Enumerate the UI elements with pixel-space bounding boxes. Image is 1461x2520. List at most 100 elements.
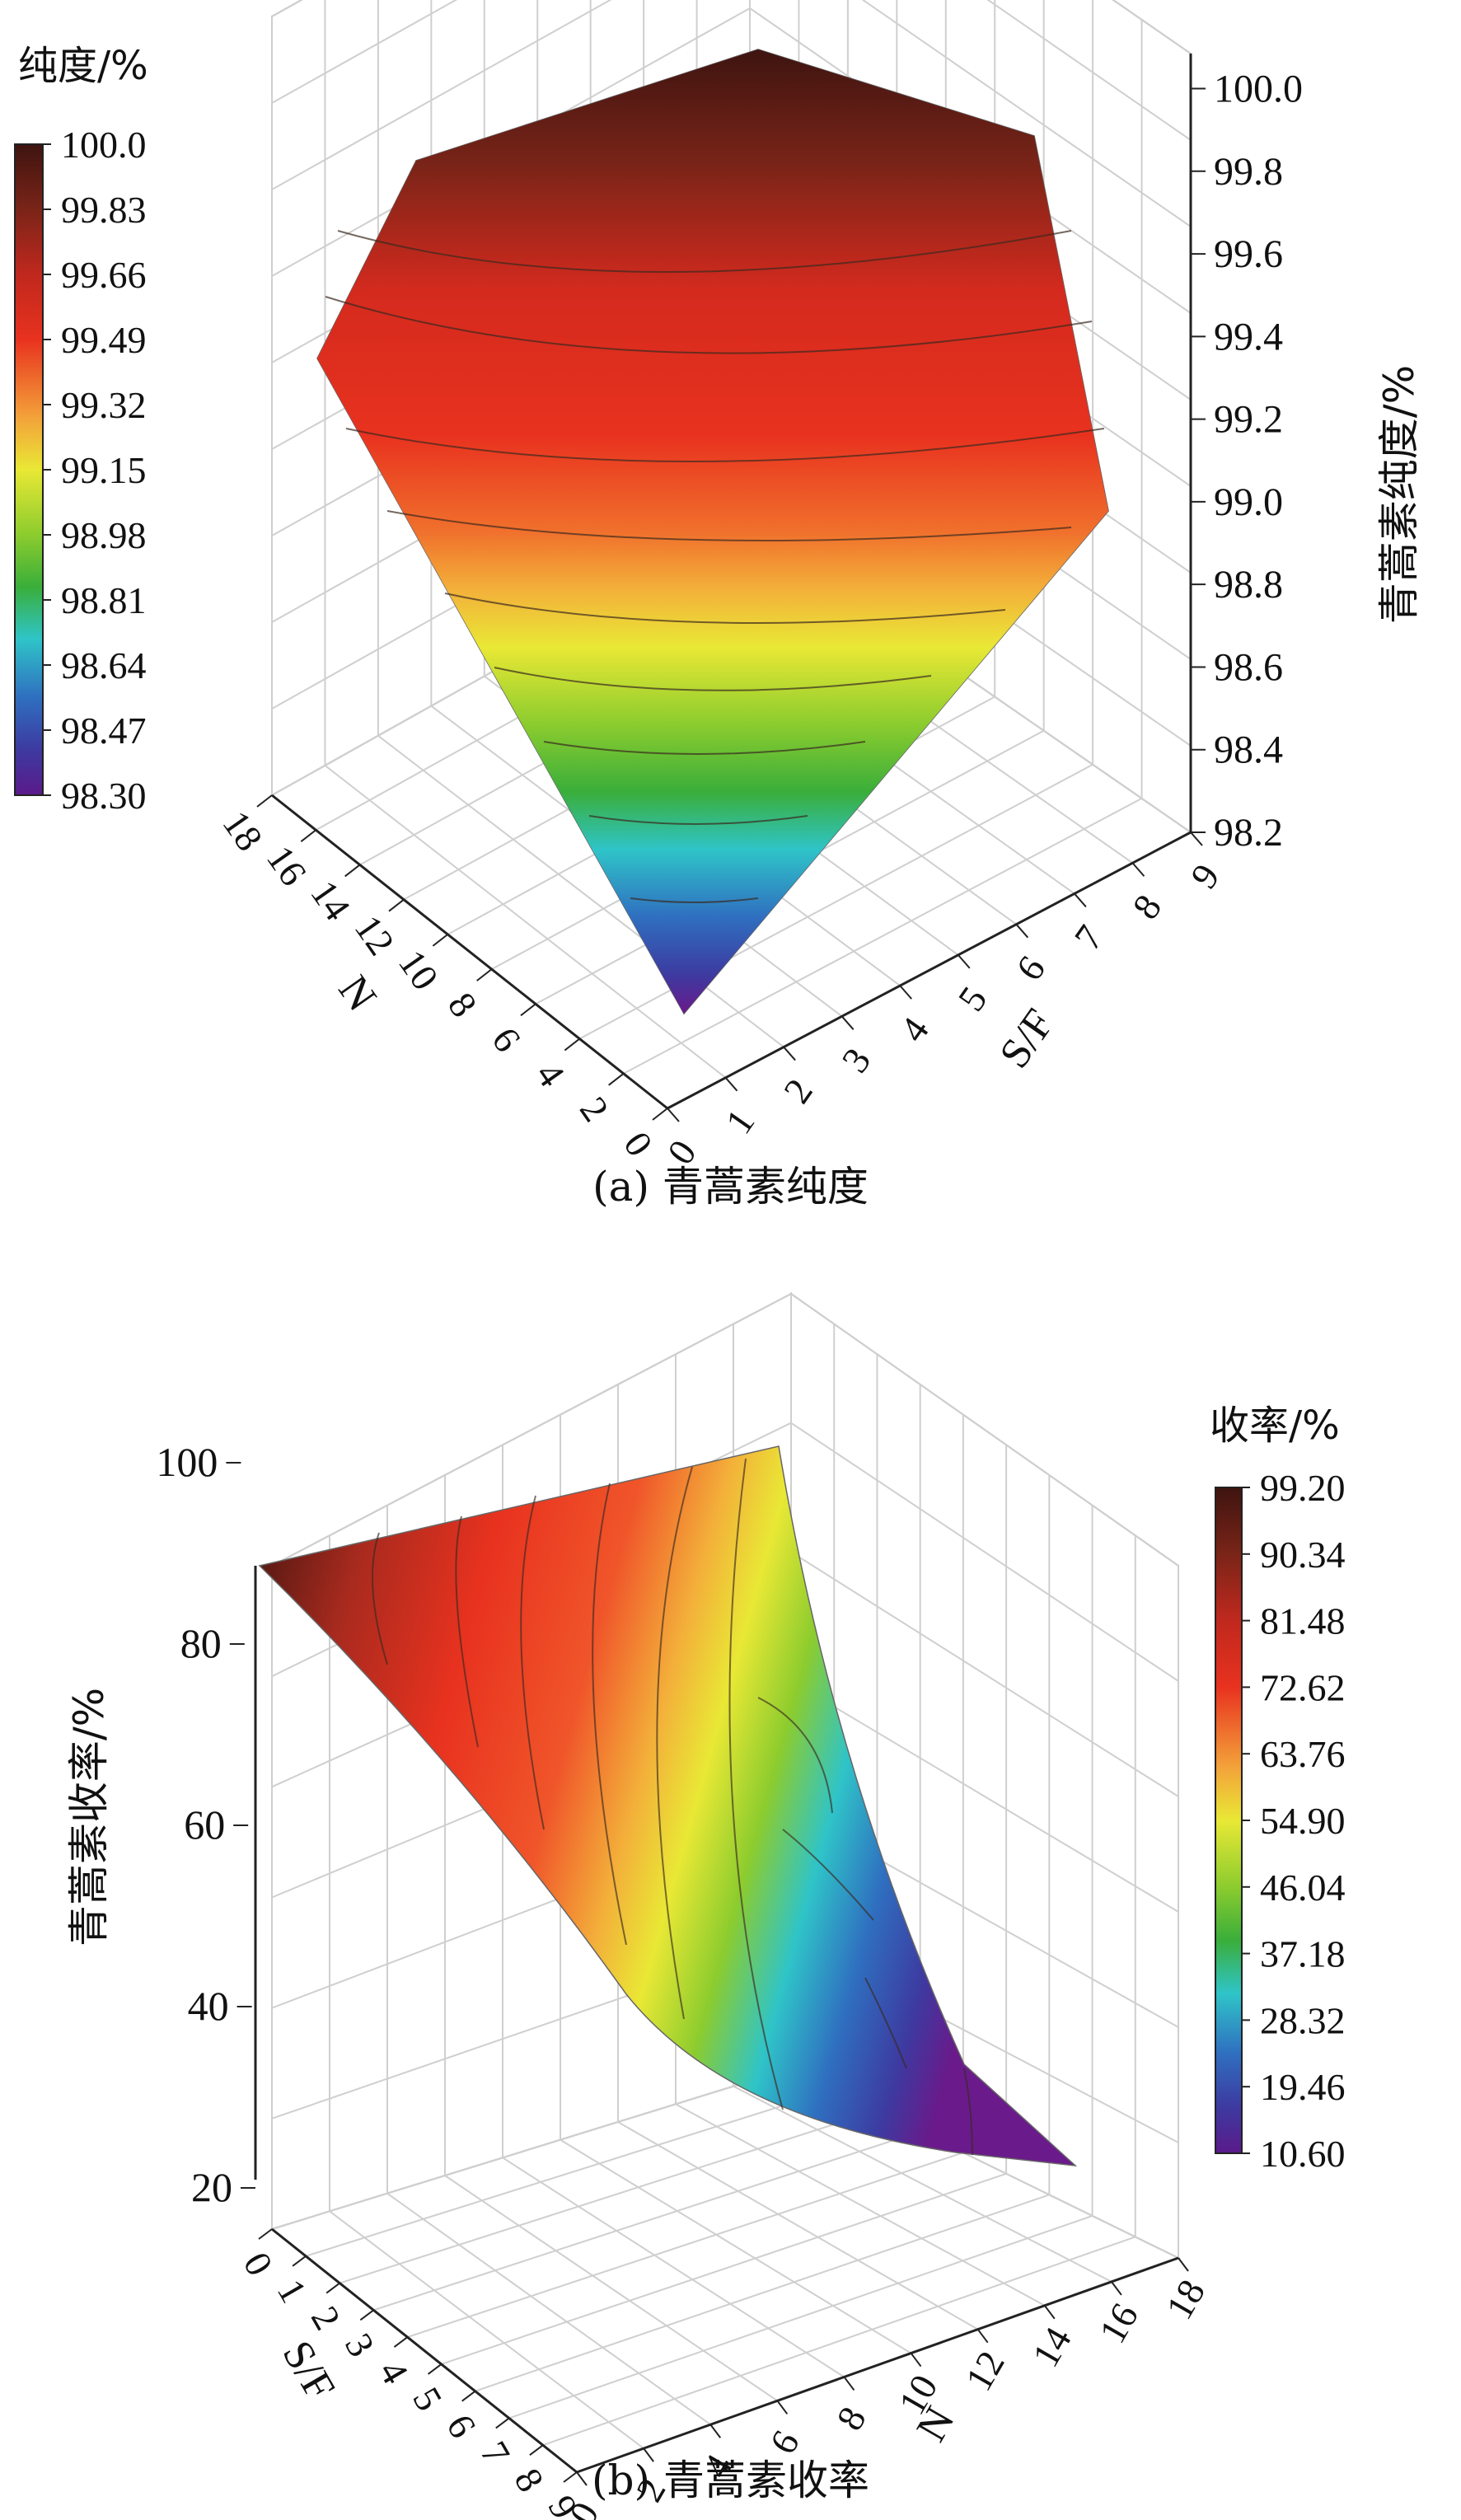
- axis-z-tick-label: 100.0: [1214, 68, 1303, 111]
- wall-grid-z: [790, 1293, 1179, 1567]
- surface-b-contour: [757, 1697, 833, 1814]
- axis-sf-tick-label: 1: [717, 1102, 762, 1141]
- axis-n-tick-label: 12: [958, 2344, 1013, 2397]
- axis-sf-tick-label: 9: [1182, 856, 1228, 896]
- floor-grid-n: [560, 2138, 912, 2354]
- axis-z-tick-label: 98.2: [1214, 811, 1283, 855]
- axis-n-line: [271, 794, 668, 1110]
- colorbar-b-title: 收率/%: [1210, 1403, 1340, 1449]
- axis-z-label: 青蒿素纯度/%: [1375, 365, 1423, 624]
- surface-a-contour: [386, 510, 1072, 541]
- axis-n-tick-label: 14: [302, 873, 358, 928]
- floor-grid-n: [502, 2157, 845, 2378]
- axis-z-tick-label: 40: [188, 1983, 229, 2029]
- surface-a-contour: [325, 296, 1093, 354]
- surface-a-contour: [494, 667, 932, 691]
- floor-grid-n: [329, 2210, 644, 2449]
- colorbar-a-tick-label: 98.81: [61, 579, 147, 621]
- chart-b-surface: [258, 1445, 1078, 2166]
- axis-z-tick-label: 99.6: [1214, 232, 1283, 276]
- colorbar-b-tick-label: 81.48: [1260, 1600, 1346, 1642]
- axis-n-tick-label: 8: [828, 2400, 874, 2437]
- axis-n-tick: [910, 2352, 922, 2368]
- wall-grid-z: [271, 2068, 792, 2230]
- colorbar-a-tick-label: 100.0: [61, 124, 147, 166]
- axis-n-tick: [709, 2424, 722, 2438]
- colorbar-b-tick-label: 19.46: [1260, 2066, 1346, 2108]
- axis-sf-tick-label: 3: [833, 1040, 878, 1080]
- surface-b-contour: [782, 1829, 874, 1921]
- axis-n-tick: [564, 1038, 580, 1052]
- surface-a-contour: [630, 897, 759, 903]
- axis-n-tick: [576, 2471, 588, 2486]
- caption-a: (a) 青蒿素纯度: [592, 1163, 869, 1211]
- colorbar-b-tick-label: 63.76: [1260, 1733, 1346, 1775]
- axis-z-tick-label: 80: [180, 1620, 222, 1666]
- axis-sf-tick: [1015, 924, 1029, 939]
- axis-n-tick-label: 18: [1158, 2273, 1213, 2326]
- axis-sf-tick: [325, 2282, 340, 2294]
- axis-z-tick-label: 100: [156, 1439, 218, 1485]
- axis-sf-tick-label: 1: [269, 2272, 316, 2309]
- surface-a-contour: [337, 230, 1072, 273]
- floor-grid-sf: [508, 2214, 1093, 2419]
- axis-sf-tick: [563, 2471, 578, 2483]
- axis-sf-tick: [359, 2309, 374, 2321]
- floor-grid-n: [675, 2103, 1046, 2307]
- axis-z-tick-label: 99.2: [1214, 398, 1283, 442]
- colorbar-b-tick-label: 46.04: [1260, 1867, 1346, 1909]
- axis-sf-tick: [841, 1015, 855, 1030]
- axis-n-tick: [388, 898, 405, 912]
- colorbar-a-tick-label: 99.49: [61, 319, 147, 361]
- floor-grid-n: [617, 2121, 979, 2330]
- colorbar-a-title: 纯度/%: [18, 43, 148, 89]
- floor-grid-sf: [441, 2172, 1007, 2365]
- axis-n-tick: [1043, 2305, 1056, 2320]
- axis-z-tick-label: 98.4: [1214, 728, 1283, 772]
- axis-sf-tick-label: 3: [337, 2326, 383, 2363]
- floor-grid-sf: [339, 2110, 878, 2284]
- surface-b-contour: [963, 2068, 973, 2156]
- axis-n-tick: [300, 829, 316, 843]
- axis-n-tick: [256, 794, 273, 808]
- axis-n-tick-label: 2: [572, 1089, 617, 1129]
- axis-n-tick-label: 12: [347, 907, 403, 963]
- axis-sf-tick: [461, 2390, 476, 2402]
- colorbar-b-tick-label: 37.18: [1260, 1933, 1346, 1975]
- axis-n-tick: [476, 968, 493, 981]
- axis-sf-tick: [393, 2336, 409, 2348]
- axis-sf-tick: [958, 954, 971, 969]
- surface-a-contour: [588, 815, 808, 825]
- axis-z-tick-label: 98.8: [1214, 563, 1283, 607]
- axis-n-tick: [1178, 2257, 1189, 2272]
- colorbar-b-tick-label: 99.20: [1260, 1467, 1346, 1509]
- axis-sf-tick: [783, 1046, 796, 1061]
- axis-n-tick: [843, 2376, 855, 2391]
- surface-b-contour: [656, 1466, 693, 2020]
- axis-z-tick-label: 99.4: [1214, 315, 1283, 358]
- colorbar-b-tick-label: 10.60: [1260, 2133, 1346, 2175]
- surface-b-contour: [592, 1482, 627, 1946]
- axis-sf-tick-label: 5: [950, 979, 995, 1019]
- floor-grid-n: [444, 2175, 778, 2402]
- axis-n-label: N: [329, 967, 385, 1019]
- axis-sf-tick-label: 6: [438, 2407, 485, 2444]
- axis-sf-label: S/F: [990, 1001, 1063, 1077]
- colorbar-b-tick-label: 54.90: [1260, 1800, 1346, 1842]
- colorbar-b-tick-label: 72.62: [1260, 1666, 1346, 1708]
- axis-sf-tick-label: 2: [775, 1071, 821, 1111]
- colorbar-b-tick-label: 28.32: [1260, 1999, 1346, 2041]
- colorbar-b: [1215, 1487, 1243, 2154]
- axis-sf-tick: [427, 2363, 443, 2375]
- chart-a-canvas: 024681012141618N0123456789S/F98.298.498.…: [14, 0, 1423, 1172]
- axis-sf-tick-label: 4: [892, 1009, 937, 1049]
- surface-b-contour: [520, 1495, 545, 1830]
- axis-n-tick: [643, 2447, 654, 2462]
- axis-sf-tick-label: 6: [1008, 949, 1053, 988]
- axis-n-tick: [976, 2329, 989, 2344]
- axis-sf-tick-label: 2: [303, 2299, 349, 2336]
- floor-grid-n: [578, 763, 1093, 1040]
- floor-grid-sf: [407, 2152, 964, 2339]
- floor-grid-n: [733, 2085, 1112, 2283]
- chart-a-surface: [316, 49, 1109, 1015]
